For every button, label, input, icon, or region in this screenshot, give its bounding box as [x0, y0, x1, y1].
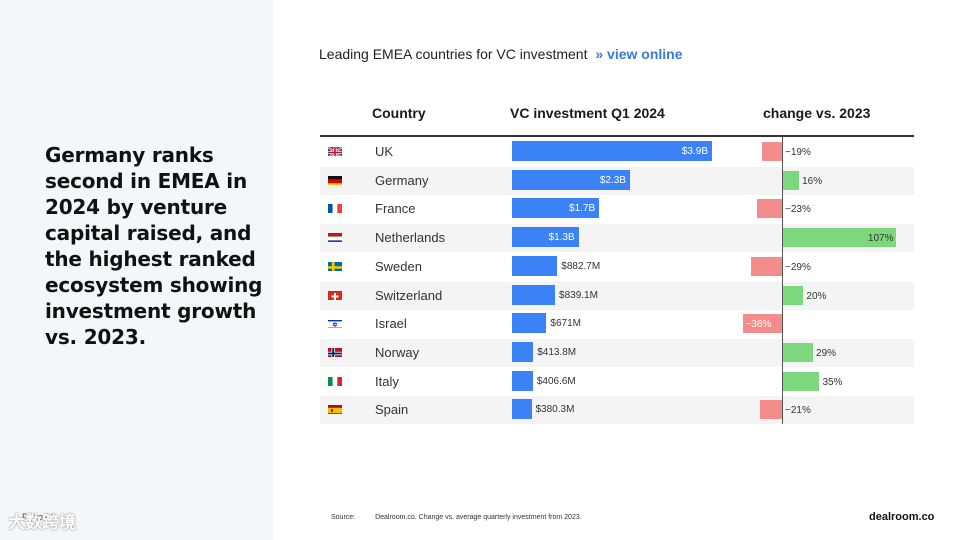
- table-row: Sweden $882.7M −29%: [320, 253, 914, 281]
- left-panel: [0, 0, 273, 540]
- view-online-link[interactable]: » view online: [595, 46, 683, 62]
- change-value-label: −29%: [785, 261, 811, 273]
- norway-flag-icon: [328, 346, 342, 357]
- change-bar-positive: [782, 285, 804, 305]
- change-bar-negative: [757, 199, 782, 219]
- table-row: Netherlands $1.3B 107%: [320, 224, 914, 253]
- table-row: Norway $413.8M 29%: [320, 338, 914, 367]
- table-row: Switzerland $839.1M 20%: [320, 281, 914, 310]
- france-flag-icon: [328, 202, 342, 214]
- country-label: Switzerland: [375, 287, 443, 303]
- sweden-flag-icon: [328, 260, 342, 271]
- table-row: Germany $2.3B 16%: [320, 166, 914, 195]
- netherlands-flag-icon: [328, 231, 342, 243]
- source-label: Source:: [331, 514, 356, 521]
- chart-title-text: Leading EMEA countries for VC investment: [319, 46, 588, 62]
- column-header-change: change vs. 2023: [763, 105, 871, 121]
- uk-flag-icon: [328, 145, 342, 156]
- change-bar-positive: [782, 170, 800, 190]
- israel-flag-icon: [328, 317, 342, 329]
- italy-flag-icon: [328, 375, 342, 386]
- spain-flag-icon: [328, 403, 342, 415]
- country-label: Netherlands: [375, 230, 446, 246]
- change-bar-negative: [759, 400, 782, 420]
- investment-value-label: $1.7B: [569, 203, 596, 215]
- investment-bar: [512, 169, 630, 190]
- table-row: Spain $380.3M −21%: [320, 396, 914, 425]
- change-zero-line: [782, 137, 783, 424]
- investment-bar: [512, 284, 556, 305]
- investment-bar: [512, 370, 533, 391]
- investment-value-label: $671M: [550, 318, 581, 330]
- change-value-label: −36%: [745, 319, 772, 331]
- change-bar-negative: [761, 142, 782, 161]
- investment-value-label: $882.7M: [561, 260, 601, 272]
- header-rule: [320, 135, 914, 137]
- table-row: Israel $671M −36%: [320, 310, 914, 338]
- change-bar-negative: [750, 256, 782, 276]
- switzerland-flag-icon: [328, 289, 342, 300]
- table-row: UK $3.9B −19%: [320, 138, 914, 166]
- investment-value-label: $1.3B: [548, 232, 575, 244]
- source-text: Dealroom.co. Change vs. average quarterl…: [375, 514, 582, 521]
- country-label: Israel: [375, 316, 407, 332]
- change-value-label: 20%: [806, 290, 827, 302]
- investment-value-label: $380.3M: [535, 404, 575, 416]
- column-header-investment: VC investment Q1 2024: [510, 105, 665, 121]
- investment-value-label: $406.6M: [536, 375, 576, 387]
- investment-bar: [512, 313, 547, 334]
- table-row: France $1.7B −23%: [320, 195, 914, 223]
- brand-logo: dealroom.co: [869, 511, 935, 523]
- country-label: Spain: [375, 402, 409, 418]
- investment-bar: [512, 399, 532, 420]
- change-bar-negative: [743, 314, 782, 334]
- investment-bar: [512, 227, 579, 248]
- page-number: Page / 6: [22, 512, 56, 522]
- table-row: Italy $406.6M 35%: [320, 368, 914, 396]
- change-value-label: 107%: [867, 233, 894, 245]
- watermark-logo: 大数跨境: [8, 513, 76, 532]
- investment-bar: [512, 141, 712, 161]
- investment-bar: [512, 198, 600, 219]
- change-value-label: 29%: [816, 347, 837, 359]
- source-note: Source: Dealroom.co. Change vs. average …: [331, 514, 582, 521]
- change-value-label: −21%: [785, 405, 811, 417]
- change-value-label: 35%: [822, 376, 843, 388]
- investment-bar: [512, 341, 534, 362]
- change-bar-positive: [782, 228, 897, 248]
- germany-flag-icon: [328, 174, 342, 185]
- change-value-label: −23%: [785, 204, 811, 216]
- country-label: UK: [375, 144, 394, 159]
- headline: Germany ranks second in EMEA in 2024 by …: [45, 143, 263, 349]
- country-label: France: [375, 201, 416, 217]
- change-value-label: −19%: [785, 147, 811, 158]
- investment-value-label: $839.1M: [559, 289, 598, 301]
- chart-title: Leading EMEA countries for VC investment…: [319, 46, 683, 62]
- change-bar-positive: [782, 371, 820, 391]
- change-bar-positive: [782, 342, 814, 362]
- investment-value-label: $2.3B: [599, 174, 626, 186]
- column-header-country: Country: [372, 105, 426, 121]
- investment-value-label: $413.8M: [537, 346, 577, 358]
- country-label: Norway: [375, 344, 420, 360]
- investment-bar: [512, 255, 558, 276]
- country-label: Sweden: [375, 258, 422, 274]
- investment-value-label: $3.9B: [681, 146, 708, 157]
- change-value-label: 16%: [802, 175, 823, 187]
- country-label: Germany: [375, 172, 429, 188]
- country-label: Italy: [375, 373, 399, 389]
